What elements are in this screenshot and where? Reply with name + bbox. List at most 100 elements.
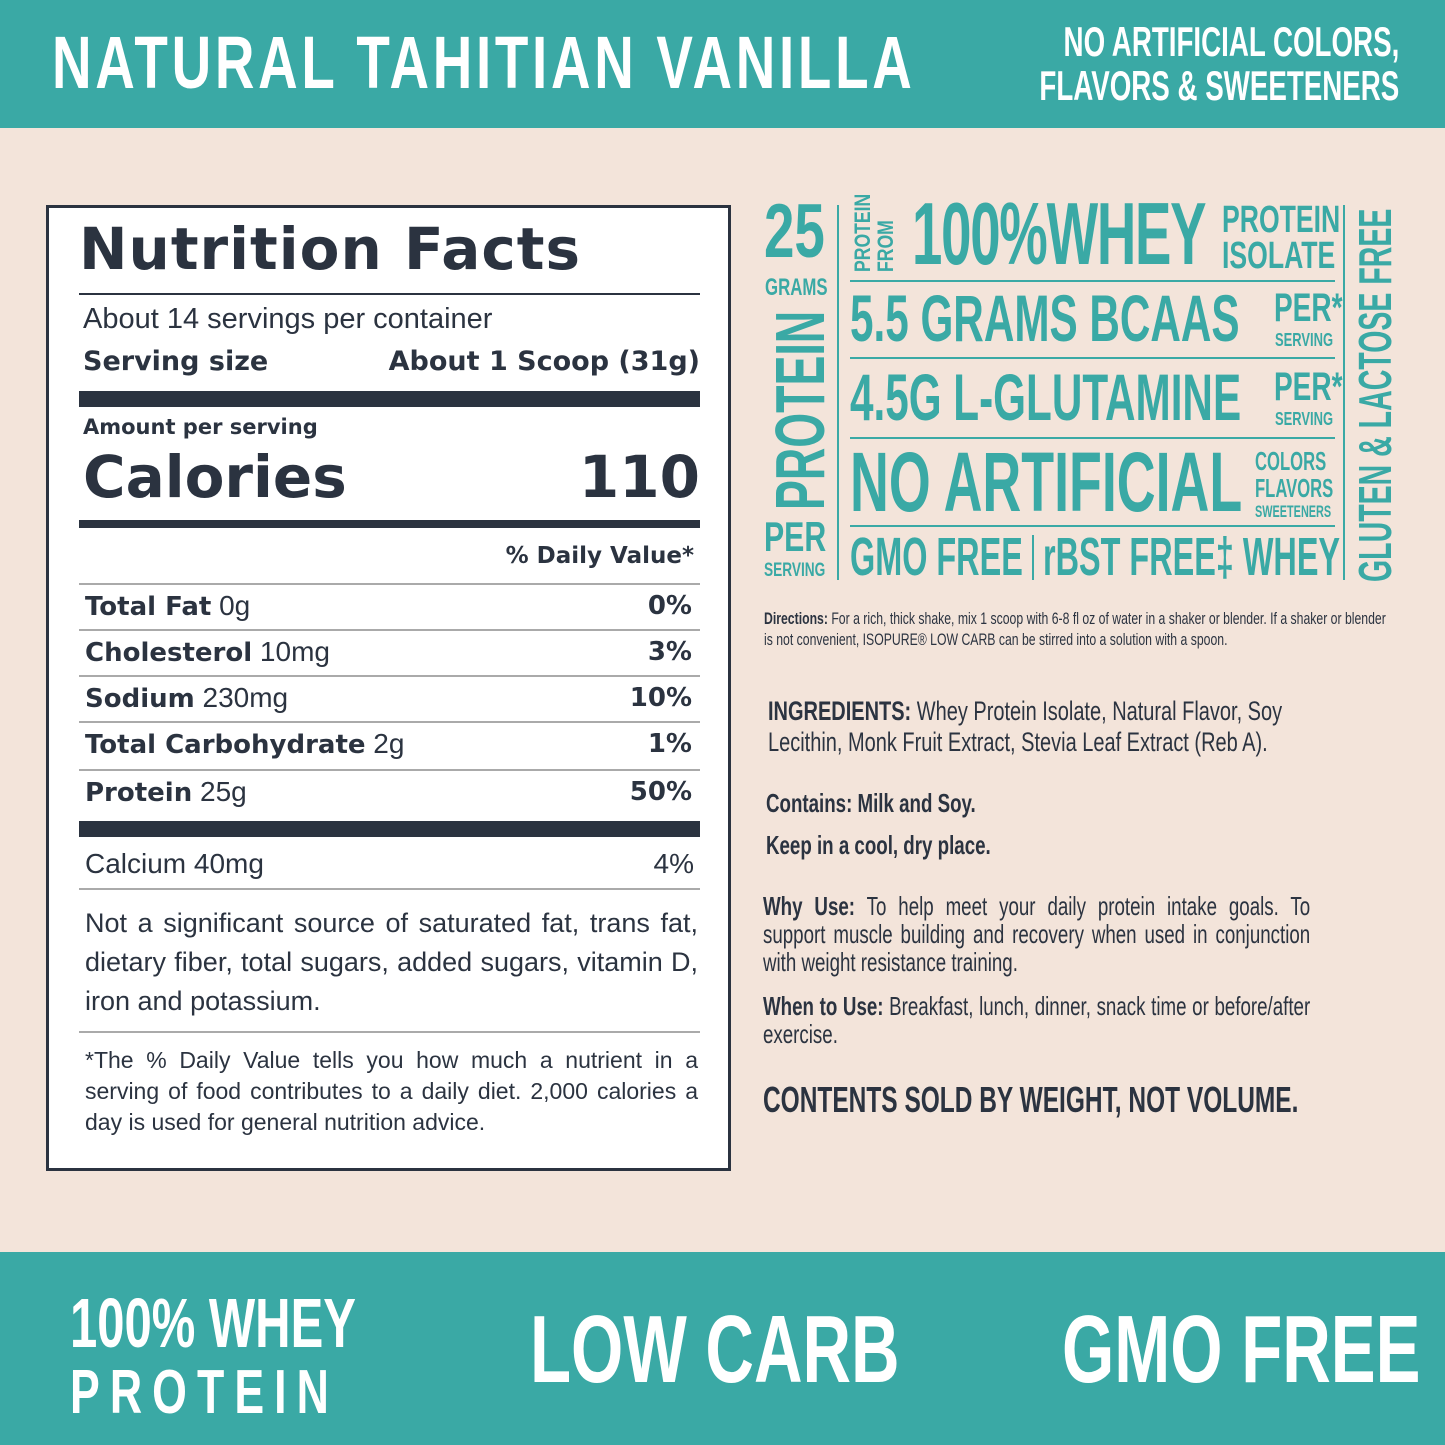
serving-label: SERVING — [764, 560, 826, 581]
nutrient-dv: 10% — [629, 683, 692, 713]
footer-whey: 100% WHEY — [70, 1284, 356, 1362]
list-line: COLORS — [1255, 446, 1327, 476]
nutrient-label: Sodium 230mg — [85, 682, 288, 715]
claim-line: NO ARTIFICIAL COLORS, — [1063, 18, 1399, 65]
per-label: PER — [764, 513, 827, 560]
ingredients-label: INGREDIENTS: — [768, 696, 912, 726]
servings-per-container: About 14 servings per container — [83, 303, 493, 335]
grams-label: GRAMS — [765, 274, 828, 301]
protein-vertical: PROTEIN — [761, 310, 839, 510]
serving-size: Serving size About 1 Scoop (31g) — [83, 346, 700, 378]
serving-label: SERVING — [1275, 330, 1334, 350]
nutrition-title: Nutrition Facts — [79, 215, 581, 283]
when-to-use: When to Use: Breakfast, lunch, dinner, s… — [763, 992, 1310, 1048]
flavor-title: NATURAL TAHITIAN VANILLA — [52, 21, 916, 104]
protein-from-line: PROTEIN — [850, 193, 875, 272]
nutrient-dv: 0% — [647, 591, 692, 621]
nutrient-row: Cholesterol 10mg 3% — [85, 636, 692, 669]
nutrient-row: Total Carbohydrate 2g 1% — [85, 728, 692, 761]
calcium-dv: 4% — [653, 848, 694, 879]
grams-number: 25 — [764, 189, 825, 274]
nutrient-label: Total Carbohydrate 2g — [85, 728, 404, 761]
row-divider — [79, 675, 700, 677]
nutrient-name: Cholesterol — [85, 638, 253, 668]
serving-label: SERVING — [1275, 409, 1334, 429]
nutrient-label: Total Fat 0g — [85, 590, 250, 623]
nutrient-label: Cholesterol 10mg — [85, 636, 330, 669]
calcium-label: Calcium 40mg — [85, 848, 264, 879]
row-divider — [79, 721, 700, 723]
nutrient-amount: 0g — [219, 590, 251, 621]
row-divider — [79, 629, 700, 631]
footer-gmo-free: GMO FREE — [1062, 1296, 1421, 1403]
per-label: PER* — [1274, 365, 1343, 409]
directions-label: Directions: — [764, 609, 828, 628]
nutrition-facts-panel: Nutrition Facts About 14 servings per co… — [46, 205, 731, 1171]
nutrient-dv: 50% — [629, 777, 692, 807]
no-artificial-list: COLORS FLAVORS SWEETENERS — [1255, 448, 1333, 522]
header-band: NATURAL TAHITIAN VANILLA NO ARTIFICIAL C… — [0, 0, 1445, 128]
nutrient-amount: 230mg — [202, 682, 289, 713]
calories-value: 110 — [578, 443, 700, 511]
list-line: FLAVORS — [1255, 473, 1334, 503]
ingredients: INGREDIENTS: Whey Protein Isolate, Natur… — [768, 696, 1345, 758]
nutrition-note: Not a significant source of saturated fa… — [85, 908, 698, 1016]
daily-value-footnote: *The % Daily Value tells you how much a … — [85, 1047, 698, 1135]
divider — [79, 888, 700, 890]
divider — [79, 1031, 700, 1033]
storage: Keep in a cool, dry place. — [766, 830, 991, 860]
header-claim: NO ARTIFICIAL COLORS, FLAVORS & SWEETENE… — [1039, 20, 1399, 108]
daily-value-header: % Daily Value* — [505, 543, 694, 569]
protein-isolate: PROTEIN ISOLATE — [1222, 199, 1341, 277]
glutamine-headline: 4.5G L-GLUTAMINE — [850, 360, 1242, 434]
ingredients-text: Whey Protein Isolate, Natural Flavor, So… — [768, 696, 1283, 757]
gmo-free-badge: GMO FREE — [850, 527, 1023, 587]
nutrient-name: Total Fat — [85, 592, 212, 622]
nutrient-dv: 3% — [647, 637, 692, 667]
why-use-label: Why Use: — [763, 891, 856, 921]
nutrient-dv: 1% — [647, 729, 692, 759]
nutrient-name: Sodium — [85, 684, 195, 714]
no-artificial-headline: NO ARTIFICIAL — [850, 435, 1243, 529]
protein-from-line: FROM — [873, 220, 898, 272]
nutrient-amount: 2g — [373, 728, 405, 759]
rbst-free-badge: rBST FREE‡ WHEY — [1043, 527, 1341, 587]
row-divider — [79, 583, 700, 585]
nutrient-name: Protein — [85, 778, 193, 808]
directions-text: For a rich, thick shake, mix 1 scoop wit… — [764, 609, 1386, 649]
why-use: Why Use: To help meet your daily protein… — [763, 892, 1310, 976]
isolate-line: PROTEIN — [1222, 199, 1341, 241]
when-to-use-text: Breakfast, lunch, dinner, snack time or … — [763, 991, 1311, 1049]
footer-protein: PROTEIN — [70, 1358, 339, 1427]
isolate-line: ISOLATE — [1222, 235, 1336, 277]
calcium-row: Calcium 40mg 4% — [79, 842, 700, 888]
nutrient-amount: 25g — [200, 776, 247, 807]
why-use-text: To help meet your daily protein intake g… — [763, 891, 1311, 977]
row-divider — [79, 769, 700, 771]
amount-per-serving: Amount per serving — [83, 415, 318, 439]
protein-from: PROTEIN FROM — [850, 193, 898, 272]
directions: Directions: For a rich, thick shake, mix… — [764, 608, 1398, 650]
calories-label: Calories — [83, 443, 347, 511]
nutrient-row: Protein 25g 50% — [85, 776, 692, 809]
nutrient-amount: 10mg — [259, 636, 330, 667]
nutrient-label: Protein 25g — [85, 776, 247, 809]
nutrient-row: Total Fat 0g 0% — [85, 590, 692, 623]
allergens: Contains: Milk and Soy. — [766, 788, 976, 818]
calories-row: Calories 110 — [83, 442, 700, 512]
footer-low-carb: LOW CARB — [530, 1296, 900, 1403]
nutrition-bottom: Calcium 40mg 4% Not a significant source… — [79, 842, 700, 1138]
claim-line: FLAVORS & SWEETENERS — [1039, 62, 1399, 109]
nutrient-row: Sodium 230mg 10% — [85, 682, 692, 715]
gluten-lactose-free: GLUTEN & LACTOSE FREE — [1349, 208, 1401, 582]
whey-headline: 100%WHEY — [912, 184, 1207, 283]
per-label: PER* — [1274, 286, 1343, 330]
serving-size-value: About 1 Scoop (31g) — [388, 346, 700, 377]
bcaa-headline: 5.5 GRAMS BCAAS — [850, 281, 1240, 355]
nutrient-name: Total Carbohydrate — [85, 730, 366, 760]
list-line: SWEETENERS — [1255, 502, 1332, 521]
serving-size-label: Serving size — [83, 346, 269, 377]
weight-notice: CONTENTS SOLD BY WEIGHT, NOT VOLUME. — [763, 1079, 1299, 1120]
footer-band: 100% WHEY PROTEIN LOW CARB GMO FREE — [0, 1252, 1445, 1445]
when-to-use-label: When to Use: — [763, 991, 884, 1021]
